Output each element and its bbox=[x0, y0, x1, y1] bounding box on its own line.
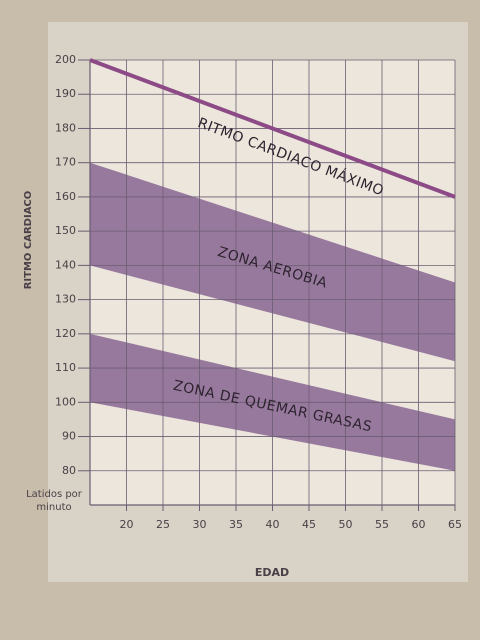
unit-label: Latidos por bbox=[26, 489, 83, 500]
unit-label: minuto bbox=[36, 502, 71, 513]
y-tick-label: 200 bbox=[55, 53, 76, 66]
x-tick-label: 25 bbox=[156, 518, 170, 531]
x-axis-label: EDAD bbox=[255, 566, 289, 579]
x-tick-label: 30 bbox=[193, 518, 207, 531]
y-tick-label: 140 bbox=[55, 258, 76, 271]
y-tick-label: 150 bbox=[55, 224, 76, 237]
y-axis-label: RITMO CARDIACO bbox=[23, 191, 34, 290]
x-tick-label: 55 bbox=[375, 518, 389, 531]
y-tick-label: 120 bbox=[55, 327, 76, 340]
x-tick-label: 20 bbox=[120, 518, 134, 531]
y-tick-label: 170 bbox=[55, 156, 76, 169]
y-tick-label: 90 bbox=[62, 430, 76, 443]
y-tick-label: 100 bbox=[55, 395, 76, 408]
x-tick-label: 50 bbox=[339, 518, 353, 531]
y-tick-label: 190 bbox=[55, 87, 76, 100]
x-tick-label: 45 bbox=[302, 518, 316, 531]
y-tick-label: 160 bbox=[55, 190, 76, 203]
x-tick-label: 40 bbox=[266, 518, 280, 531]
x-tick-label: 60 bbox=[412, 518, 426, 531]
y-tick-label: 130 bbox=[55, 293, 76, 306]
y-tick-label: 80 bbox=[62, 464, 76, 477]
x-tick-label: 35 bbox=[229, 518, 243, 531]
y-tick-label: 110 bbox=[55, 361, 76, 374]
line bbox=[89, 58, 456, 199]
x-tick-label: 65 bbox=[448, 518, 462, 531]
y-tick-label: 180 bbox=[55, 121, 76, 134]
